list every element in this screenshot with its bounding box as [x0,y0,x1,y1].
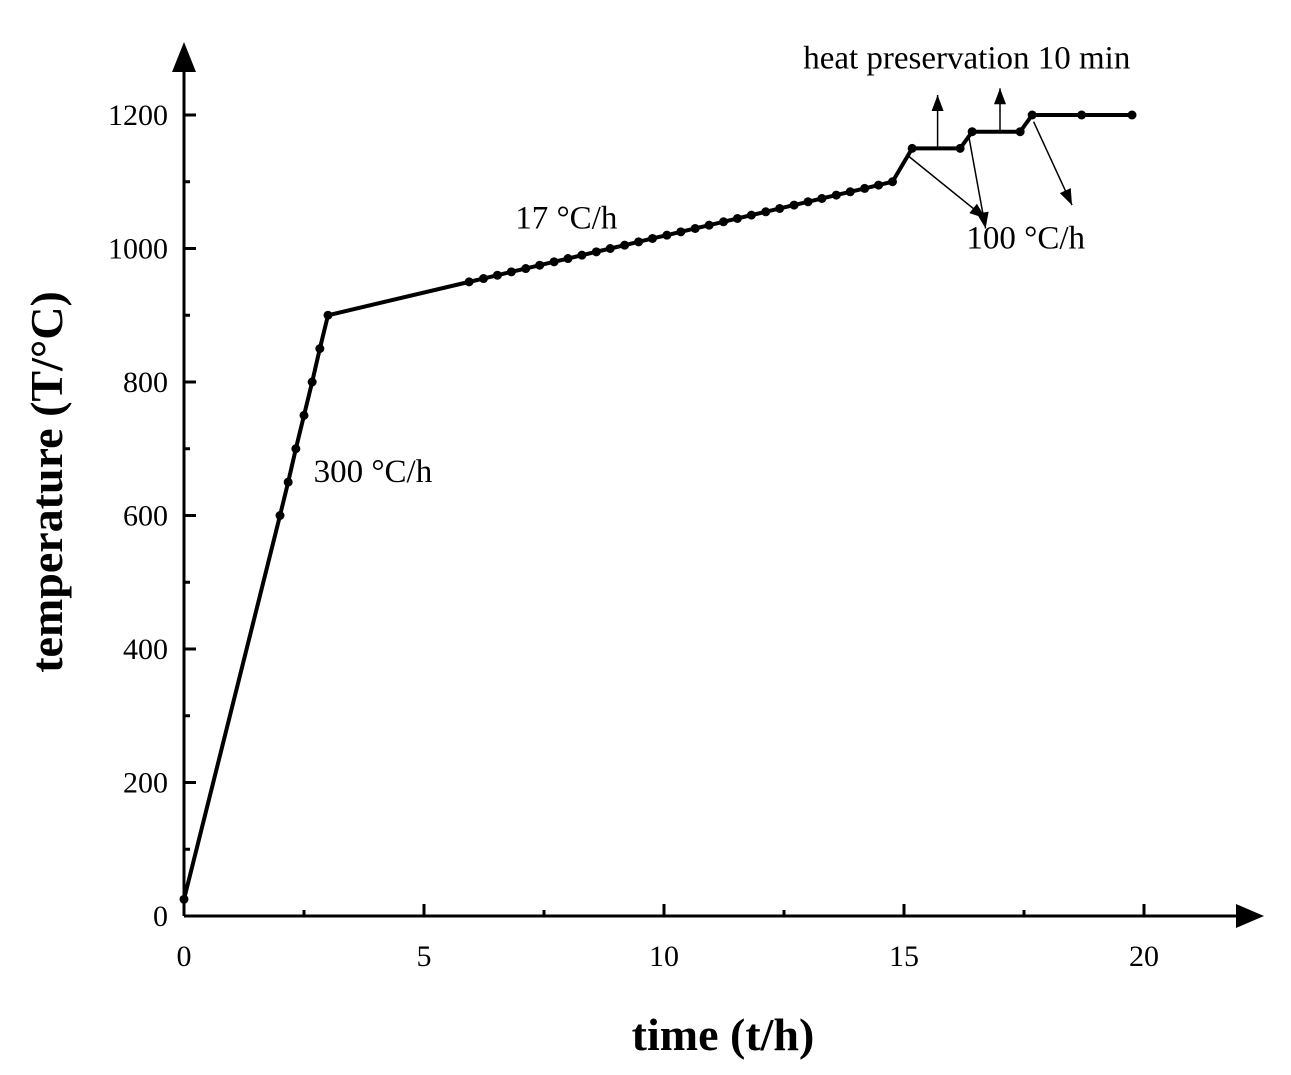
annotation-arrows [908,88,1073,229]
data-point [577,250,587,260]
data-point [845,187,855,197]
data-point [1027,110,1037,120]
series-line [182,113,1132,900]
data-point [732,213,742,223]
data-point [817,193,827,203]
data-point [860,183,870,193]
data-point [535,260,545,270]
data-point [299,410,309,420]
data-point [591,247,601,257]
data-point [620,240,630,250]
data-point [690,223,700,233]
hold-arrow-1-head [931,94,944,111]
data-point [1015,127,1025,137]
data-point [887,177,897,187]
data-point [967,127,977,137]
y-axis-title: temperature (T/°C) [21,291,72,673]
x-tick-label: 0 [177,940,192,973]
data-point [789,200,799,210]
x-tick-label: 15 [889,940,919,973]
data-point [1127,110,1137,120]
data-point [521,264,531,274]
data-point [283,477,293,487]
data-point [761,207,771,217]
data-point [874,180,884,190]
data-point [179,894,189,904]
x-tick-label: 10 [649,940,679,973]
data-point [323,310,333,320]
data-point [291,444,301,454]
data-point [1077,110,1087,120]
data-point [479,274,489,284]
ticks [182,113,1146,918]
y-tick-label: 400 [123,633,168,666]
data-point [506,267,516,277]
data-point [307,377,317,387]
ramp-arrow-1 [908,155,987,220]
y-tick-label: 800 [123,366,168,399]
data-point [676,227,686,237]
hold-arrow-2-head [994,88,1006,105]
y-axis-arrow [172,42,196,72]
data-point [907,143,917,153]
axes [172,42,1264,928]
x-tick-label: 5 [417,940,432,973]
data-point [746,210,756,220]
data-point [647,233,657,243]
data-point [955,143,965,153]
y-tick-label: 0 [153,900,168,933]
data-point [492,270,502,280]
y-tick-label: 1000 [108,233,168,266]
series [179,110,1137,904]
x-axis-arrow [1236,904,1264,928]
data-point [719,217,729,227]
x-axis-title: time (t/h) [632,1009,815,1060]
annotation-heat-preservation: heat preservation 10 min [803,40,1130,76]
x-tick-label: 20 [1129,940,1159,973]
data-point [704,220,714,230]
ramp-arrow-2-head [976,211,989,229]
data-point [605,244,615,253]
data-point [662,230,672,240]
data-point [831,190,841,200]
ramp-arrow-3-head [1059,188,1072,206]
data-point [634,237,644,247]
data-point [315,344,325,354]
data-point [803,197,813,207]
y-tick-label: 600 [123,500,168,533]
data-point [275,511,285,520]
annotation-100: 100 °C/h [966,221,1085,257]
annotation-300: 300 °C/h [314,454,433,490]
annotation-17: 17 °C/h [515,200,618,236]
y-tick-label: 1200 [108,99,168,132]
y-tick-label: 200 [123,767,168,800]
data-point [464,277,474,287]
data-point [775,203,785,213]
data-point [563,254,573,264]
data-point [549,257,559,267]
